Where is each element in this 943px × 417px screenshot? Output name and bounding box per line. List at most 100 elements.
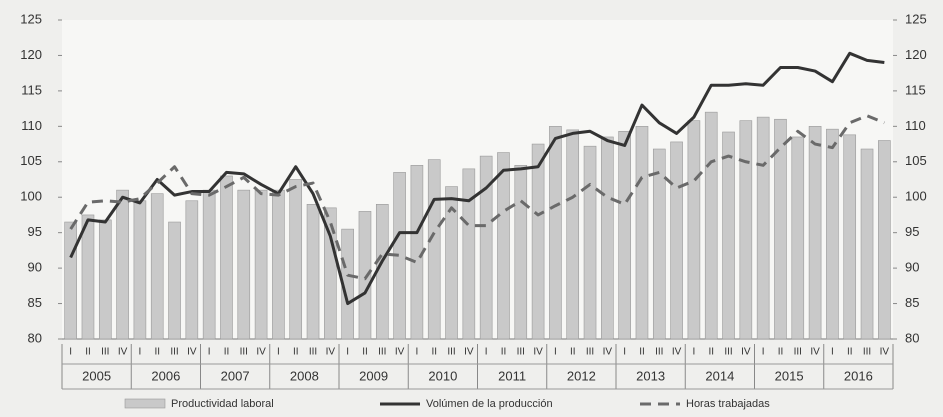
- bar: [168, 221, 181, 340]
- x-tick-label: I: [485, 347, 488, 358]
- bar: [462, 168, 476, 340]
- bar: [410, 165, 424, 340]
- year-label: 2012: [567, 368, 596, 383]
- x-tick-label: IV: [395, 347, 405, 358]
- x-tick-label: IV: [672, 347, 682, 358]
- bar: [860, 148, 874, 340]
- y2-tick-label: 85: [905, 295, 919, 310]
- x-tick-label: III: [240, 347, 248, 358]
- y-tick-label: 100: [20, 189, 42, 204]
- bar: [549, 126, 562, 340]
- x-tick-label: III: [101, 347, 109, 358]
- y2-tick-label: 115: [905, 82, 926, 97]
- x-tick-label: III: [655, 347, 663, 358]
- bar: [306, 204, 320, 340]
- x-tick-label: IV: [810, 347, 820, 358]
- x-tick-label: II: [847, 347, 853, 358]
- x-tick-label: IV: [533, 347, 543, 358]
- bar: [514, 165, 528, 340]
- line: [69, 114, 885, 281]
- bar: [618, 130, 631, 340]
- y-tick-label: 80: [28, 330, 42, 345]
- x-tick-label: II: [708, 347, 714, 358]
- bar: [878, 140, 891, 340]
- year-label: 2011: [498, 368, 526, 383]
- x-tick-label: III: [447, 347, 455, 358]
- x-tick-label: I: [277, 347, 280, 358]
- x-tick-label: III: [517, 347, 525, 358]
- bar: [566, 129, 580, 340]
- bar: [601, 136, 614, 340]
- y2-tick-label: 95: [905, 224, 919, 239]
- legend-label: Horas trabajadas: [686, 398, 770, 410]
- x-tick-label: I: [554, 347, 557, 358]
- bar: [808, 126, 822, 340]
- bar: [237, 189, 251, 340]
- x-tick-label: IV: [256, 347, 266, 358]
- bar: [427, 159, 441, 340]
- line: [69, 51, 885, 306]
- bar: [133, 200, 147, 340]
- x-tick-label: II: [501, 347, 507, 358]
- year-label: 2010: [428, 368, 457, 383]
- year-label: 2015: [775, 368, 804, 383]
- x-tick-label: IV: [187, 347, 197, 358]
- y2-tick-label: 80: [905, 330, 919, 345]
- year-label: 2006: [151, 368, 180, 383]
- x-tick-label: I: [831, 347, 834, 358]
- bar: [652, 148, 666, 340]
- bar: [583, 145, 597, 340]
- bar: [116, 189, 129, 340]
- x-tick-label: III: [863, 347, 871, 358]
- x-tick-label: I: [416, 347, 419, 358]
- x-tick-label: I: [139, 347, 142, 358]
- bar: [324, 207, 337, 340]
- x-tick-label: IV: [118, 347, 128, 358]
- bar: [289, 179, 303, 340]
- plot-area: [62, 20, 893, 339]
- bar: [185, 200, 199, 340]
- x-tick-label: IV: [464, 347, 474, 358]
- y2-tick-label: 100: [905, 189, 927, 204]
- bar: [774, 118, 787, 340]
- bar: [791, 136, 805, 340]
- x-tick-label: IV: [603, 347, 613, 358]
- year-label: 2016: [844, 368, 873, 383]
- y-tick-label: 105: [20, 153, 42, 168]
- x-tick-label: I: [69, 347, 72, 358]
- y-tick-label: 85: [28, 295, 42, 310]
- x-tick-label: II: [224, 347, 230, 358]
- x-tick-label: II: [778, 347, 784, 358]
- x-tick-label: III: [794, 347, 802, 358]
- bar: [254, 189, 268, 340]
- bar: [220, 175, 233, 340]
- x-tick-label: IV: [326, 347, 336, 358]
- x-tick-label: II: [362, 347, 368, 358]
- year-label: 2014: [705, 368, 734, 383]
- bar: [497, 152, 510, 340]
- bar: [704, 111, 718, 340]
- year-label: 2007: [221, 368, 250, 383]
- x-tick-label: I: [623, 347, 626, 358]
- x-tick-label: II: [570, 347, 576, 358]
- bar: [98, 219, 112, 340]
- year-label: 2005: [82, 368, 111, 383]
- bar: [722, 131, 735, 340]
- year-label: 2008: [290, 368, 319, 383]
- y2-tick-label: 125: [905, 11, 927, 26]
- year-label: 2013: [636, 368, 665, 383]
- y2-tick-label: 120: [905, 47, 927, 62]
- y-tick-label: 95: [28, 224, 42, 239]
- y2-tick-label: 105: [905, 153, 927, 168]
- bar: [687, 120, 701, 340]
- bar: [635, 126, 649, 340]
- bar: [756, 116, 770, 340]
- x-tick-label: I: [346, 347, 349, 358]
- x-tick-label: I: [208, 347, 211, 358]
- x-tick-label: I: [693, 347, 696, 358]
- x-tick-label: III: [378, 347, 386, 358]
- y-tick-label: 90: [28, 260, 42, 275]
- bar: [739, 120, 753, 340]
- bar: [843, 134, 857, 340]
